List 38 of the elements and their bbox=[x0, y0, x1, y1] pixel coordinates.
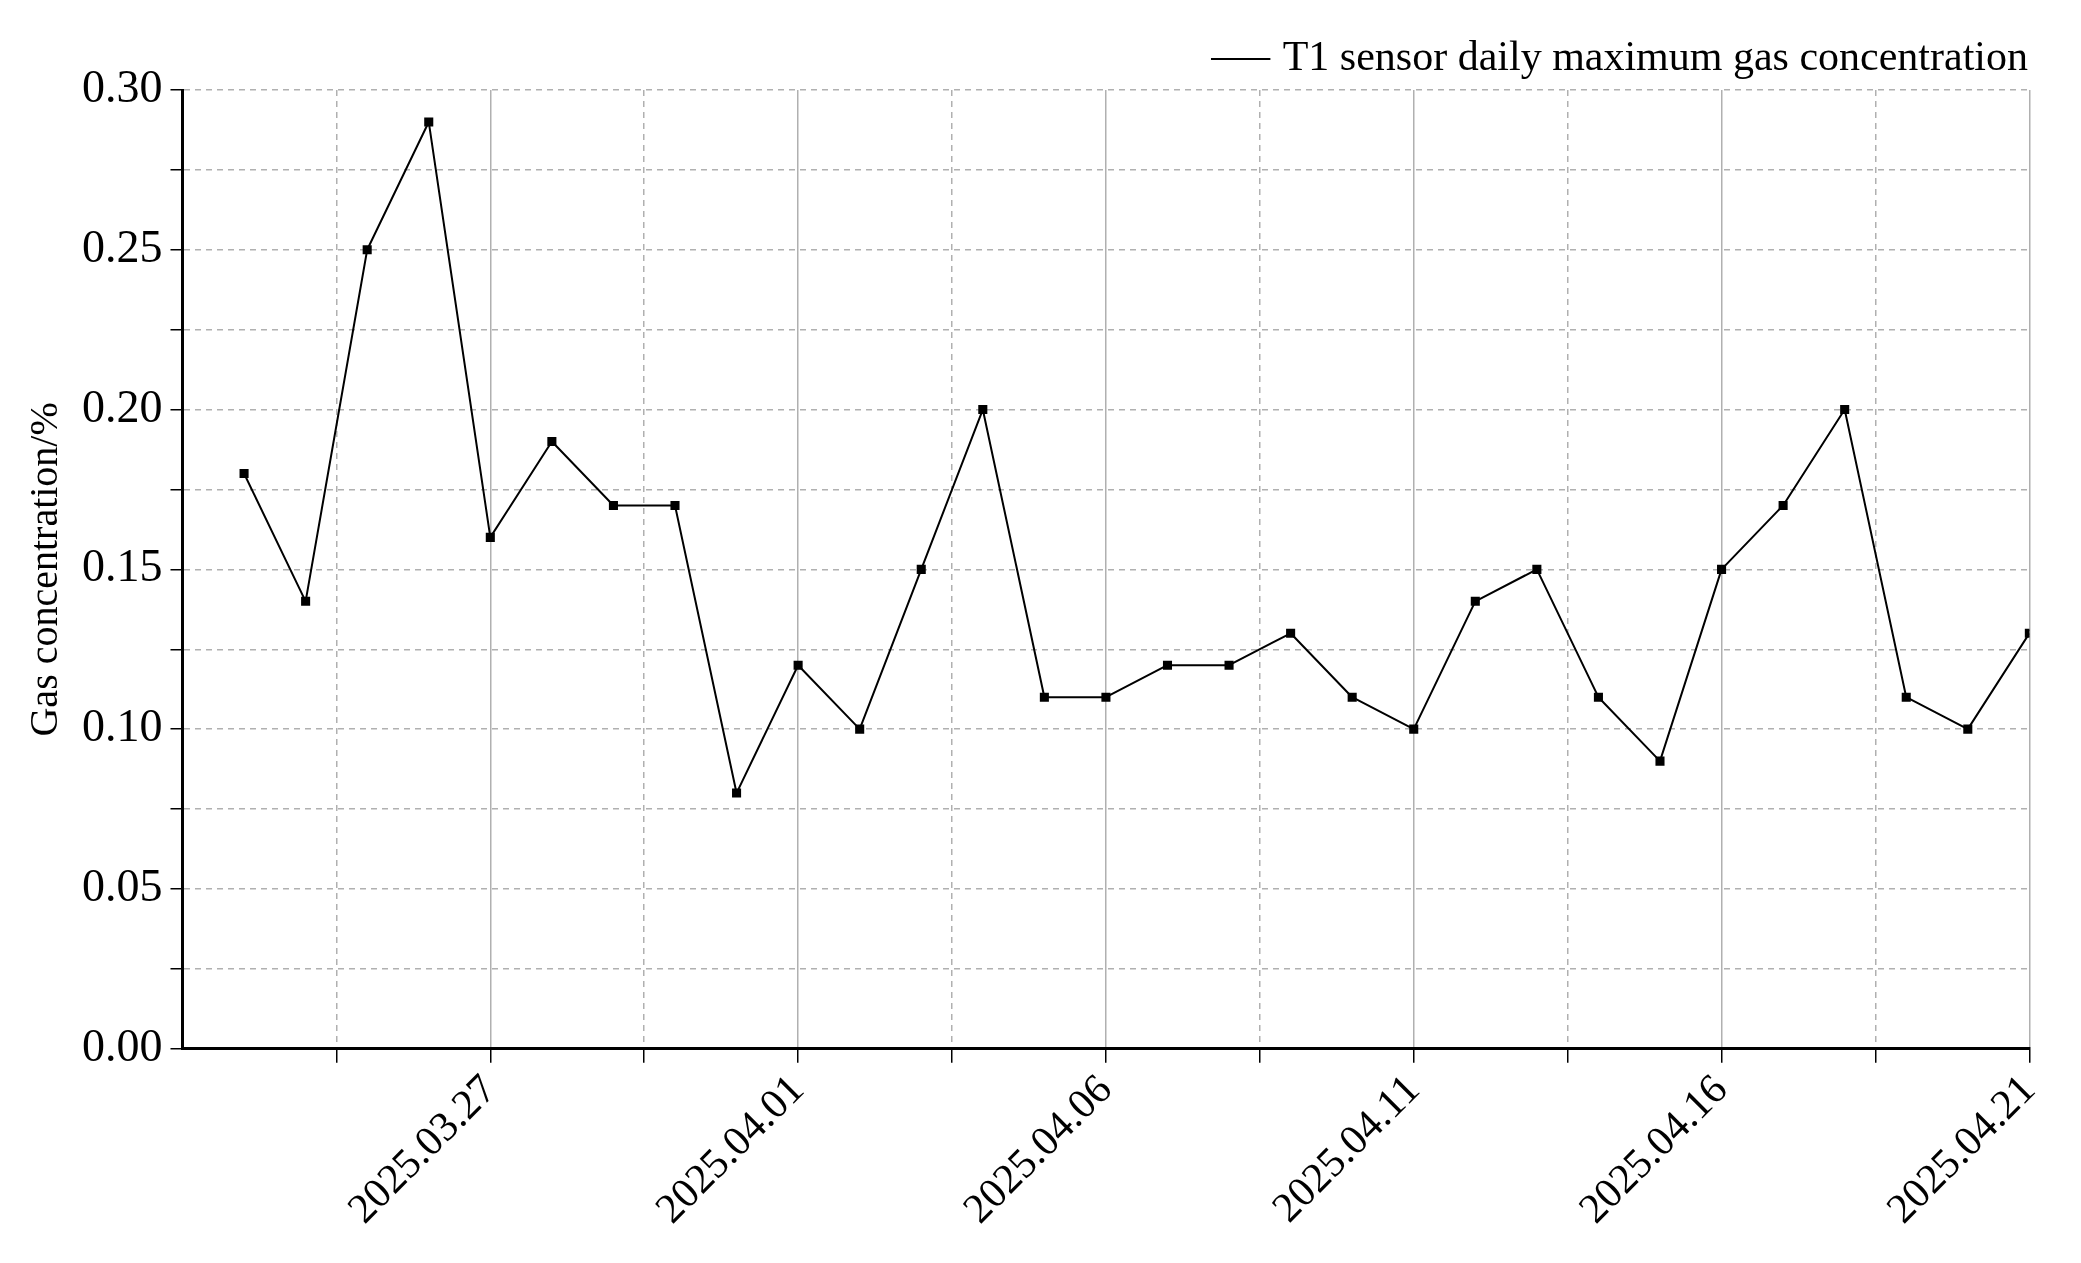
point bbox=[1593, 692, 1603, 702]
point bbox=[1963, 724, 1973, 734]
point bbox=[239, 468, 249, 479]
y-tick-label: 0.05 bbox=[82, 860, 163, 912]
y-tick-label: 0.00 bbox=[82, 1019, 163, 1071]
point bbox=[1778, 500, 1788, 510]
legend-label: T1 sensor daily maximum gas concentration bbox=[1282, 33, 2029, 80]
point bbox=[916, 564, 926, 574]
point bbox=[608, 500, 618, 510]
point bbox=[1840, 405, 1850, 415]
point bbox=[362, 245, 372, 255]
y-tick-label: 0.25 bbox=[82, 220, 163, 272]
point bbox=[670, 500, 680, 510]
point bbox=[1162, 660, 1173, 670]
point bbox=[1286, 628, 1296, 638]
point bbox=[1717, 564, 1727, 574]
point bbox=[547, 437, 557, 447]
y-tick-label: 0.10 bbox=[82, 700, 163, 752]
point bbox=[485, 532, 495, 542]
point bbox=[1101, 692, 1111, 702]
point bbox=[732, 788, 742, 798]
point bbox=[855, 724, 865, 734]
point bbox=[1409, 724, 1419, 734]
point bbox=[793, 660, 803, 670]
y-tick-label: 0.30 bbox=[82, 61, 163, 113]
point bbox=[1347, 692, 1357, 702]
point bbox=[1224, 660, 1234, 670]
point bbox=[1901, 692, 1911, 702]
point bbox=[1532, 564, 1542, 574]
point bbox=[1655, 756, 1665, 766]
y-tick-label: 0.15 bbox=[82, 540, 163, 592]
point bbox=[1470, 596, 1480, 606]
y-axis-title: Gas concentration/% bbox=[20, 402, 66, 737]
point bbox=[978, 405, 988, 415]
point bbox=[301, 596, 311, 606]
y-tick-label: 0.20 bbox=[82, 380, 163, 432]
point bbox=[1039, 692, 1049, 702]
point bbox=[424, 117, 434, 127]
